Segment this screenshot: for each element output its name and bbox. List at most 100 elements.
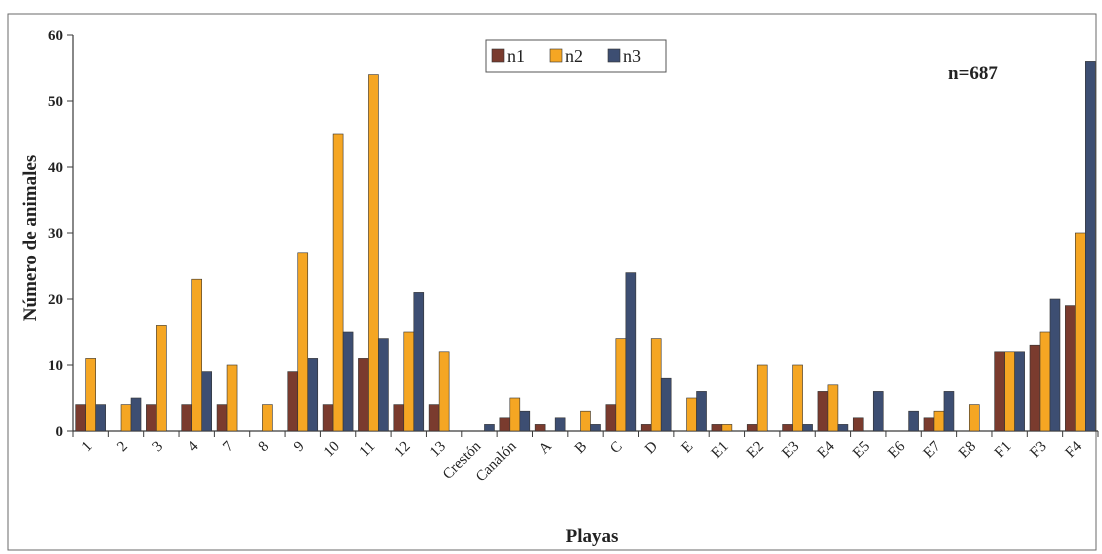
bar-n3 xyxy=(1014,351,1025,432)
bar-n3 xyxy=(837,424,849,432)
bar-n3 xyxy=(872,391,884,432)
x-tick-label: F4 xyxy=(1063,438,1086,461)
bar-n1 xyxy=(358,358,369,432)
x-tick-label: E5 xyxy=(850,439,873,462)
bar-n2 xyxy=(686,397,697,432)
bar-n2 xyxy=(403,331,415,432)
chart-frame xyxy=(7,13,1097,551)
legend-swatch-n3 xyxy=(607,48,621,63)
x-tick-label: F3 xyxy=(1027,439,1050,462)
legend-swatch-n1 xyxy=(491,48,505,63)
x-tick-label: E1 xyxy=(709,439,732,462)
bar-n1 xyxy=(605,404,617,432)
x-tick-label: 1 xyxy=(79,439,96,456)
bar-n3 xyxy=(201,371,213,432)
bar-n2 xyxy=(721,424,733,432)
bar-n2 xyxy=(1039,331,1051,432)
y-tick-label: 10 xyxy=(48,358,63,374)
bar-n3 xyxy=(696,391,707,432)
bar-n1 xyxy=(534,424,546,432)
y-tick-label: 60 xyxy=(48,28,63,44)
legend-label-n1: n1 xyxy=(507,46,525,66)
y-axis-title: Número de animales xyxy=(20,155,41,321)
bar-n1 xyxy=(746,424,758,432)
bar-n1 xyxy=(711,424,723,432)
bar-n2 xyxy=(332,133,344,432)
legend-label-n2: n2 xyxy=(565,46,583,66)
bar-n1 xyxy=(852,417,864,432)
bar-n2 xyxy=(85,358,96,432)
bar-n3 xyxy=(378,338,389,432)
bar-n1 xyxy=(994,351,1005,432)
bar-n1 xyxy=(181,404,193,432)
bar-n2 xyxy=(580,410,591,432)
x-tick-label: 10 xyxy=(321,439,343,461)
bar-n1 xyxy=(640,424,652,432)
bar-n2 xyxy=(438,351,450,432)
y-tick-label: 20 xyxy=(48,292,63,308)
bar-n1 xyxy=(817,391,829,432)
bar-n3 xyxy=(130,397,142,432)
bar-n1 xyxy=(782,424,793,432)
x-axis-title: Playas xyxy=(566,526,619,547)
bar-n2 xyxy=(191,278,203,432)
bar-n2 xyxy=(509,397,521,432)
bars-group xyxy=(75,61,1096,432)
bar-n2 xyxy=(615,338,627,432)
bar-n3 xyxy=(342,331,354,432)
legend-label-n3: n3 xyxy=(623,46,641,66)
bar-n2 xyxy=(262,404,273,432)
x-tick-label: 8 xyxy=(256,439,273,456)
bar-n2 xyxy=(792,364,803,432)
bar-n2 xyxy=(156,325,167,432)
x-tick-label: E2 xyxy=(744,439,767,462)
bar-n3 xyxy=(484,424,495,432)
bar-n2 xyxy=(120,404,132,432)
bar-n3 xyxy=(519,410,531,432)
bar-n3 xyxy=(660,377,672,432)
x-tick-label: 13 xyxy=(427,439,449,461)
bar-n1 xyxy=(393,404,405,432)
bar-n3 xyxy=(802,424,813,432)
x-tick-label: 9 xyxy=(291,439,308,456)
bar-n1 xyxy=(75,404,86,432)
legend: n1 n2 n3 xyxy=(485,39,667,73)
y-axis: 0 10 20 30 40 50 60 xyxy=(48,28,74,440)
bar-n1 xyxy=(1029,344,1041,432)
bar-n3 xyxy=(590,424,601,432)
bar-n3 xyxy=(1085,61,1096,432)
x-tick-label: E4 xyxy=(815,438,838,461)
x-tick-label: 12 xyxy=(392,439,414,461)
x-tick-label: A xyxy=(536,438,555,457)
bar-n1 xyxy=(499,417,511,432)
x-tick-label: F1 xyxy=(992,439,1015,462)
bar-n2 xyxy=(1004,351,1015,432)
bar-n3 xyxy=(307,358,319,432)
bar-n3 xyxy=(625,272,637,432)
x-tick-label: Canalón xyxy=(473,438,520,485)
bar-n2 xyxy=(1075,232,1086,432)
x-tick-label: E6 xyxy=(885,438,908,461)
x-tick-label: 7 xyxy=(220,438,237,455)
bar-n1 xyxy=(923,417,935,432)
y-tick-label: 30 xyxy=(48,226,63,242)
x-tick-label: C xyxy=(607,439,625,457)
x-tick-label: E8 xyxy=(956,439,979,462)
bar-n1 xyxy=(322,404,334,432)
bar-n2 xyxy=(968,404,980,432)
x-tick-label: D xyxy=(642,438,661,457)
bar-n3 xyxy=(1049,298,1061,432)
y-tick-label: 50 xyxy=(48,94,63,110)
bar-n2 xyxy=(368,74,379,432)
legend-box xyxy=(485,39,667,73)
x-tick-label: E xyxy=(679,439,697,457)
bar-n1 xyxy=(146,404,157,432)
bar-n2 xyxy=(756,364,768,432)
bar-n2 xyxy=(297,252,309,432)
x-tick-label: E3 xyxy=(779,439,802,462)
legend-swatch-n2 xyxy=(549,48,563,63)
x-tick-label: 3 xyxy=(150,439,167,456)
